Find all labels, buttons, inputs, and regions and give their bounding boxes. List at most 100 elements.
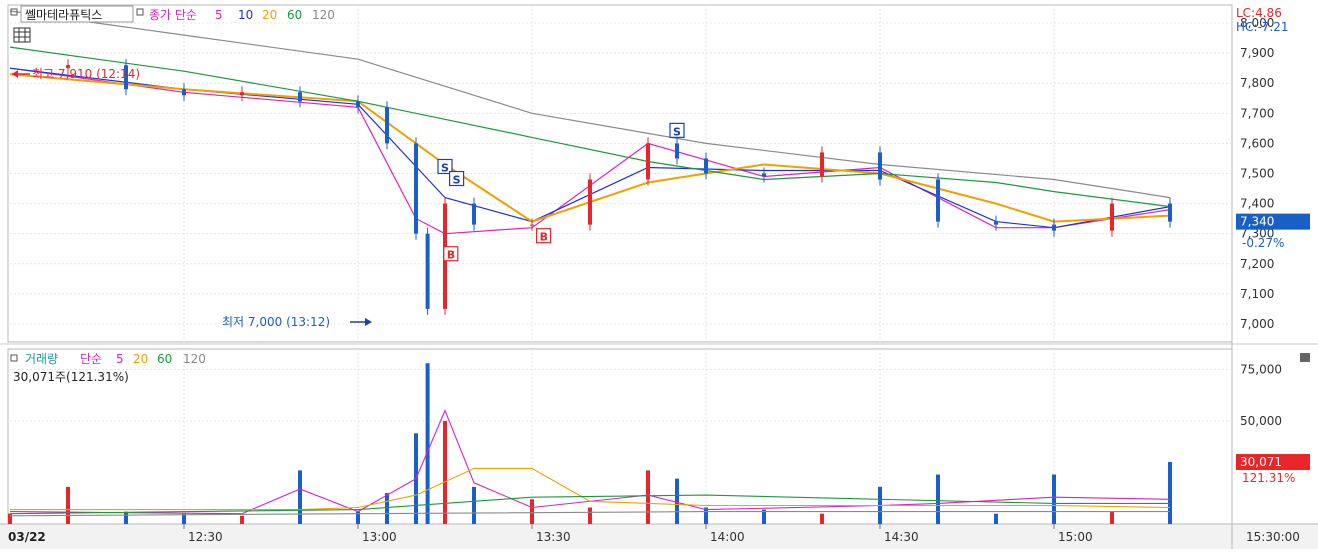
volume-ma-label-5: 5 <box>116 352 124 366</box>
sell-signal-box <box>449 170 465 187</box>
volume-bar <box>66 486 70 524</box>
candle-body <box>414 143 418 234</box>
candle-body <box>646 143 650 180</box>
candle-body <box>240 92 244 96</box>
low-marker-text: 최저 7,000 (13:12) <box>222 315 330 329</box>
time-tick-label: 14:30 <box>884 530 919 544</box>
table-icon[interactable] <box>13 27 31 43</box>
price-legend: 쎌마테라퓨틱스 종가 단순 5 10 20 60 120 <box>10 5 335 43</box>
high-arrow-icon <box>12 70 18 78</box>
volume-ma-label-60: 60 <box>157 352 172 366</box>
current-volume-ratio: 121.31% <box>1242 471 1295 485</box>
volume-bar <box>1110 511 1114 524</box>
volume-bar <box>588 507 592 524</box>
lc-label: LC:4.86 <box>1236 6 1282 20</box>
volume-title: 거래량 <box>25 352 58 366</box>
volume-ma-line-20 <box>10 467 1171 511</box>
ma-line-120 <box>9 10 1171 199</box>
table-icon-frame <box>13 27 31 43</box>
candle-body <box>385 107 389 144</box>
high-marker: 최고 7,910 (12:14) <box>12 67 140 81</box>
ma-label-10: 10 <box>238 8 253 22</box>
indicator-label: 종가 단순 <box>149 8 197 22</box>
candle-body <box>994 221 998 225</box>
price-tick-label: 7,300 <box>1240 227 1274 241</box>
volume-ma-lines <box>9 409 1171 517</box>
volume-panel-maximize-icon[interactable] <box>1300 353 1310 362</box>
time-tick-label: 13:00 <box>362 530 397 544</box>
volume-y-axis: 50,000 75,000 <box>1240 362 1282 428</box>
low-arrow-icon <box>365 318 372 326</box>
candle-body <box>530 224 534 226</box>
candle-body <box>124 65 128 90</box>
volume-bar <box>994 513 998 524</box>
time-tick-label: 15:00 <box>1058 530 1093 544</box>
indicator-collapse-icon[interactable] <box>136 8 144 16</box>
candle-body <box>675 143 679 159</box>
volume-bar <box>385 493 389 524</box>
candle-body <box>1052 224 1056 231</box>
candle-body <box>704 158 708 174</box>
volume-bar <box>1052 474 1056 524</box>
hc-label: HC:-7.21 <box>1236 20 1289 34</box>
candle-body <box>298 92 302 102</box>
volume-tick-label: 75,000 <box>1240 362 1282 376</box>
low-marker: 최저 7,000 (13:12) <box>222 315 372 329</box>
volume-bar <box>646 470 650 524</box>
candle-body <box>425 233 430 309</box>
candle-body <box>1110 203 1114 231</box>
volume-bar <box>240 515 244 524</box>
current-price-box <box>1236 213 1310 230</box>
buy-signal-label: B <box>447 249 455 262</box>
time-tick-label: 15:30:00 <box>1246 530 1300 544</box>
time-tick-label: 14:00 <box>710 530 745 544</box>
volume-bar <box>762 509 766 524</box>
time-tick-label: 13:30 <box>536 530 571 544</box>
volume-bar <box>182 513 186 524</box>
change-percent-label: -0.27% <box>1242 236 1284 250</box>
volume-ma-label-120: 120 <box>183 352 206 366</box>
candle-body <box>356 101 360 108</box>
candle-body <box>588 179 592 225</box>
volume-current-text: 30,071주(121.31%) <box>13 370 129 384</box>
time-tick-label: 12:30 <box>188 530 223 544</box>
volume-bar <box>356 511 360 524</box>
candle-body <box>936 179 940 222</box>
volume-bar <box>298 470 302 524</box>
legend-collapse-icon[interactable] <box>10 8 18 16</box>
price-tick-label: 7,500 <box>1240 167 1274 181</box>
price-tick-label: 8,000 <box>1240 16 1274 30</box>
price-tick-label: 7,600 <box>1240 136 1274 150</box>
buy-signal-label: B <box>540 231 548 244</box>
volume-bar <box>1168 462 1172 524</box>
ma-label-5: 5 <box>215 8 223 22</box>
volume-ma-line-60 <box>9 494 1170 515</box>
candle-body <box>182 89 186 96</box>
sell-signal-label: S <box>673 125 681 138</box>
candle-body <box>878 152 882 180</box>
price-tick-label: 7,200 <box>1240 257 1274 271</box>
volume-bar <box>8 513 12 524</box>
candle-body <box>820 152 824 177</box>
price-y-axis: 7,000 7,100 7,200 7,300 7,400 7,500 7,600 7,700… <box>1240 16 1274 331</box>
price-tick-label: 7,900 <box>1240 46 1274 60</box>
high-marker-text: 최고 7,910 (12:14) <box>32 67 140 81</box>
current-volume-box <box>1236 454 1310 471</box>
buy-signal-box <box>443 246 459 262</box>
volume-ma-line-120 <box>9 511 1170 517</box>
volume-legend-collapse-icon[interactable] <box>10 354 18 362</box>
date-label: 03/22 <box>8 530 46 544</box>
price-tick-label: 7,800 <box>1240 76 1274 90</box>
volume-ma-label: 단순 <box>80 352 102 366</box>
volume-bar <box>675 478 679 524</box>
volume-ma-line-5 <box>9 409 1171 515</box>
stock-name-box[interactable] <box>20 5 134 23</box>
price-tick-label: 7,700 <box>1240 106 1274 120</box>
volume-tick-label: 50,000 <box>1240 414 1282 428</box>
candle-body <box>472 203 476 225</box>
volume-legend: 거래량 단순 5 20 60 120 30,071주(121.31%) <box>10 352 206 384</box>
volume-bar <box>820 513 824 524</box>
